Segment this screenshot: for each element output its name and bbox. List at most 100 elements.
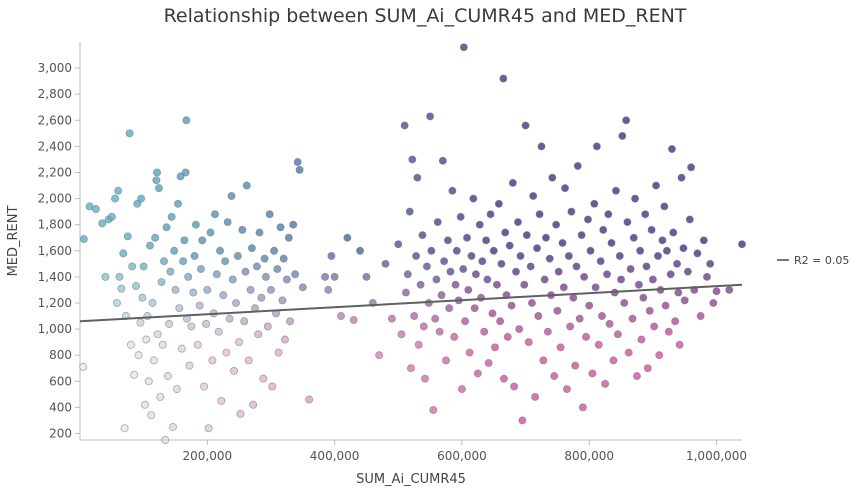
data-point xyxy=(235,338,244,347)
data-point xyxy=(636,246,645,255)
data-point xyxy=(167,212,176,221)
x-axis-ticks: 200,000 400,000 600,000 800,000 1,000,000 xyxy=(182,440,747,463)
data-point xyxy=(158,340,167,349)
data-point xyxy=(471,270,480,279)
data-point xyxy=(510,382,519,391)
data-point xyxy=(566,322,575,331)
data-point xyxy=(512,267,521,276)
data-points xyxy=(79,43,747,444)
data-point xyxy=(489,246,498,255)
data-point xyxy=(702,272,711,281)
data-point xyxy=(112,298,121,307)
x-tick-label: 1,000,000 xyxy=(686,449,747,463)
data-point xyxy=(412,252,421,261)
data-point xyxy=(529,191,538,200)
data-point xyxy=(706,259,715,268)
data-point xyxy=(172,385,181,394)
data-point xyxy=(157,278,166,287)
data-point xyxy=(305,395,314,404)
x-tick-label: 600,000 xyxy=(437,449,487,463)
data-point xyxy=(241,267,250,276)
data-point xyxy=(738,240,747,249)
data-point xyxy=(221,257,230,266)
data-point xyxy=(278,296,287,305)
y-tick-label: 2,000 xyxy=(38,192,72,206)
data-point xyxy=(79,362,88,371)
data-point xyxy=(214,327,223,336)
y-tick-label: 800 xyxy=(49,348,72,362)
data-point xyxy=(222,348,231,357)
data-point xyxy=(548,173,557,182)
y-tick-label: 2,200 xyxy=(38,165,72,179)
data-point xyxy=(685,215,694,224)
data-point xyxy=(200,382,209,391)
data-point xyxy=(469,194,478,203)
data-point xyxy=(611,186,620,195)
data-point xyxy=(134,351,143,360)
data-point xyxy=(153,330,162,339)
data-point xyxy=(516,252,525,261)
data-point xyxy=(189,288,198,297)
data-point xyxy=(182,116,191,125)
data-point xyxy=(381,259,390,268)
data-point xyxy=(526,262,535,271)
data-point xyxy=(228,275,237,284)
data-point xyxy=(238,225,247,234)
data-point xyxy=(206,228,215,237)
data-point xyxy=(603,270,612,279)
plot-area: 200 400 600 800 1,000 1,200 1,400 1,600 1,800 2,0… xyxy=(38,42,747,463)
data-point xyxy=(263,322,272,331)
data-point xyxy=(725,285,734,294)
data-point xyxy=(321,272,330,281)
y-tick-label: 2,600 xyxy=(38,113,72,127)
data-point xyxy=(675,340,684,349)
data-point xyxy=(193,340,202,349)
data-point xyxy=(397,330,406,339)
data-point xyxy=(617,275,626,284)
data-point xyxy=(265,210,274,219)
data-point xyxy=(628,314,637,323)
data-point xyxy=(712,287,721,296)
data-point xyxy=(279,254,288,263)
data-point xyxy=(152,176,161,185)
data-point xyxy=(527,298,536,307)
data-point xyxy=(571,361,580,370)
y-tick-label: 1,600 xyxy=(38,244,72,258)
data-point xyxy=(467,252,476,261)
data-point xyxy=(98,219,107,228)
data-point xyxy=(140,400,149,409)
data-point xyxy=(515,325,524,334)
data-point xyxy=(191,220,200,229)
data-point xyxy=(494,199,503,208)
data-point xyxy=(484,359,493,368)
data-point xyxy=(632,372,641,381)
data-point xyxy=(180,236,189,245)
data-point xyxy=(522,231,531,240)
data-point xyxy=(79,235,88,244)
data-point xyxy=(266,285,275,294)
data-point xyxy=(101,272,110,281)
data-point xyxy=(120,424,129,433)
data-point xyxy=(508,178,517,187)
data-point xyxy=(443,236,452,245)
data-point xyxy=(154,184,163,193)
data-point xyxy=(403,270,412,279)
x-axis-label: SUM_Ai_CUMR45 xyxy=(356,472,466,487)
data-point xyxy=(480,327,489,336)
data-point xyxy=(327,252,336,261)
y-tick-label: 2,800 xyxy=(38,87,72,101)
data-point xyxy=(432,275,441,284)
data-point xyxy=(664,327,673,336)
data-point xyxy=(427,246,436,255)
legend: R2 = 0.05 xyxy=(777,254,849,267)
data-point xyxy=(273,265,282,274)
data-point xyxy=(550,372,559,381)
data-point xyxy=(605,319,614,328)
data-point xyxy=(667,145,676,154)
data-point xyxy=(236,409,245,418)
data-point xyxy=(496,317,505,326)
data-point xyxy=(575,314,584,323)
data-point xyxy=(499,374,508,383)
data-point xyxy=(464,285,473,294)
data-point xyxy=(488,309,497,318)
